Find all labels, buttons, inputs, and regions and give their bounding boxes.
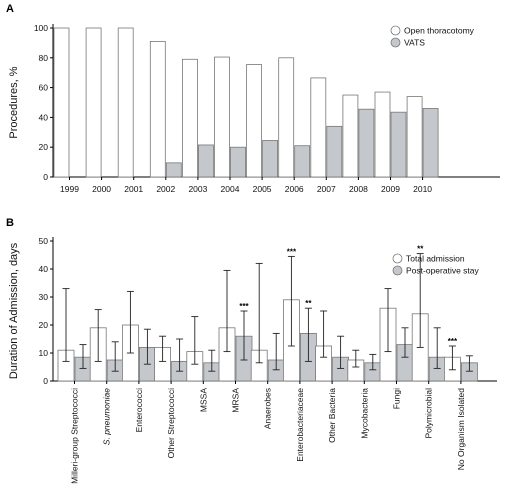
panel-b-x-tick-label: Anaerobes (263, 388, 273, 429)
panel-b-x-tick-label: Fungi (392, 388, 402, 409)
panel-b-x-tick-label: No Organism Isolated (456, 388, 466, 470)
panel-a-x-tick-label: 1999 (60, 184, 79, 194)
panel-a-label: A (6, 3, 14, 15)
panel-a-bar-series2 (294, 145, 311, 178)
panel-a-x-tick-label: 2008 (349, 184, 368, 194)
panel-b-y-tick-label: 50 (39, 236, 49, 246)
panel-a-x-tick-label: 2007 (317, 184, 336, 194)
panel-b-y-tick-label: 10 (39, 348, 49, 358)
panel-b-significance: *** (448, 337, 458, 346)
panel-a-bar-series2 (390, 111, 407, 178)
panel-b-x-tick-label: Polymicrobial (424, 388, 434, 439)
panel-b-legend-label: Total admission (406, 254, 465, 264)
panel-a-y-axis-label: Procedures, % (8, 66, 20, 138)
panel-b-x-tick-label: MSSA (198, 388, 208, 412)
panel-a-x-tick-label: 2010 (413, 184, 432, 194)
panel-a-bar-series1 (117, 27, 134, 178)
panel-b-x-tick-label: S. pneumoniae (102, 388, 112, 445)
panel-a-bar-series1 (53, 27, 70, 178)
panel-a-bar-series2 (358, 108, 375, 178)
panel-a-bar-series1 (246, 64, 263, 178)
panel-a-x-tick-label: 2005 (253, 184, 272, 194)
panel-a-x-tick-label: 2009 (381, 184, 400, 194)
panel-a-bar-series2 (422, 108, 439, 178)
panel-b-significance: *** (287, 247, 297, 256)
panel-b-y-axis-label: Duration of Admission, days (8, 242, 20, 379)
panel-a-y-tick-label: 40 (39, 112, 49, 122)
panel-a-y-tick-label: 60 (39, 83, 49, 93)
panel-a-x-tick-label: 2001 (124, 184, 143, 194)
panel-b-y-tick-label: 40 (39, 264, 49, 274)
panel-b-x-tick-label: Other Streptococci (166, 388, 176, 459)
panel-a-bar-series2 (326, 125, 343, 178)
panel-a-x-tick-label: 2006 (285, 184, 304, 194)
panel-b-y-tick-label: 0 (43, 376, 48, 386)
panel-a-bar-series1 (181, 58, 198, 178)
panel-a-bar-series2 (230, 146, 246, 178)
panel-a-bar-series1 (310, 77, 327, 178)
panel-b-y-tick-label: 20 (39, 320, 49, 330)
panel-b-legend-swatch (392, 265, 403, 276)
panel-b-legend-swatch (392, 253, 403, 264)
panel-a-x-tick-label: 2004 (221, 184, 240, 194)
panel-b-x-tick-label: Enterobacteriaceae (295, 388, 305, 462)
panel-a-y-tick-label: 20 (39, 142, 49, 152)
panel-b-x-tick-label: Enterococci (134, 388, 144, 433)
panel-b-x-tick-label: Other Bacteria (327, 388, 337, 443)
panel-a-bar-series2 (197, 144, 214, 178)
panel-a-y-tick-label: 80 (39, 53, 49, 63)
panel-a-y-tick-label: 100 (34, 23, 48, 33)
panel-a-bar-series2 (165, 162, 182, 178)
panel-b-x-tick-label: MRSA (231, 388, 241, 413)
panel-a-bar-series2 (262, 140, 279, 178)
panel-a-bar-series1 (374, 91, 391, 178)
panel-a-bar-series1 (278, 57, 295, 178)
panel-b-significance: *** (239, 302, 249, 311)
panel-b-x-tick-label: Milleri-group Streptococci (70, 388, 80, 484)
panel-b-significance: ** (305, 299, 312, 308)
panel-a-bar-series1 (406, 96, 423, 178)
panel-a-x-tick-label: 2000 (92, 184, 111, 194)
panel-b-y-tick-label: 30 (39, 292, 49, 302)
panel-a-bar-series1 (85, 27, 102, 178)
panel-b-legend-label: Post-operative stay (406, 266, 480, 276)
panel-a-legend-swatch (390, 37, 401, 48)
panel-a-legend-swatch (390, 25, 401, 36)
panel-b-x-tick-label: Mycobacteria (359, 388, 369, 439)
panel-a-bar-series1 (342, 94, 359, 178)
panel-a-legend-label: VATS (404, 38, 425, 48)
panel-a-bar-series1 (214, 56, 230, 178)
panel-a-bar-series1 (149, 41, 166, 178)
panel-a-x-tick-label: 2002 (156, 184, 175, 194)
panel-a-x-tick-label: 2003 (188, 184, 207, 194)
panel-b-label: B (6, 217, 14, 229)
panel-a-legend-label: Open thoracotomy (404, 26, 475, 36)
panel-b-significance: ** (417, 245, 424, 254)
panel-a-y-tick-label: 0 (43, 172, 48, 182)
